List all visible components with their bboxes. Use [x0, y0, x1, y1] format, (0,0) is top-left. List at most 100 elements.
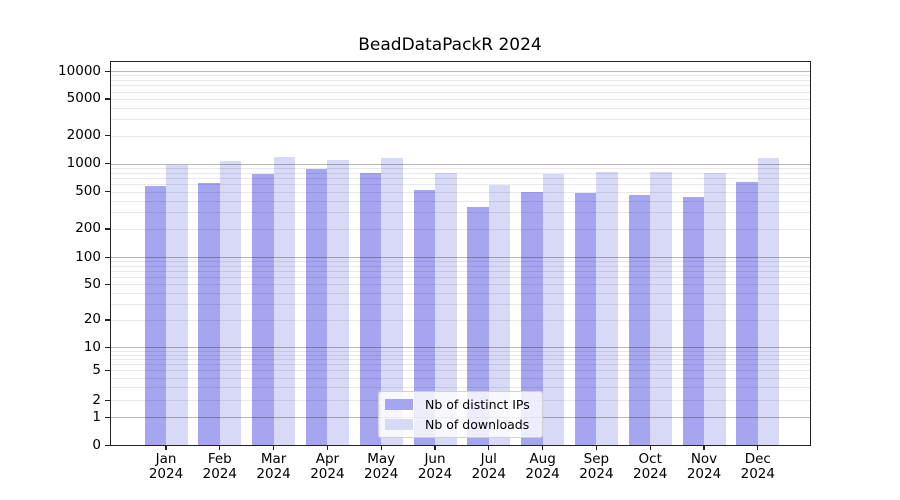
x-tick-oct [649, 445, 651, 450]
bar-downloads-nov [704, 173, 726, 445]
gridline-minor-200 [111, 228, 810, 230]
gridline-minor-400 [111, 200, 810, 202]
bar-downloads-jul [488, 184, 511, 445]
y-tick-5000 [105, 98, 110, 100]
gridline-minor-30 [111, 304, 810, 306]
y-tick-label-1: 1 [92, 408, 101, 425]
gridline-minor-7000 [111, 85, 810, 87]
x-tick-label-mar: Mar 2024 [256, 451, 291, 482]
gridline-major-10000 [111, 71, 810, 72]
x-tick-apr [326, 445, 328, 450]
x-tick-jun [434, 445, 436, 450]
legend: Nb of distinct IPs Nb of downloads [378, 391, 543, 438]
bar-downloads-sep [596, 172, 618, 445]
gridline-minor-70 [111, 270, 810, 272]
gridline-minor-3 [111, 387, 810, 389]
y-tick-label-100: 100 [75, 248, 101, 265]
y-tick-200 [105, 228, 110, 230]
plot-area [111, 62, 810, 445]
x-tick-jan [165, 445, 167, 450]
x-tick-sep [595, 445, 597, 450]
x-tick-label-apr: Apr 2024 [310, 451, 345, 482]
y-tick-label-500: 500 [75, 183, 101, 200]
gridline-minor-700 [111, 177, 810, 179]
y-tick-label-0: 0 [92, 436, 101, 453]
x-tick-dec [757, 445, 759, 450]
legend-item-distinct-ips: Nb of distinct IPs [385, 395, 534, 414]
gridline-minor-500 [111, 191, 810, 193]
gridline-minor-7 [111, 358, 810, 360]
bar-downloads-oct [650, 172, 672, 445]
gridline-minor-20 [111, 319, 810, 321]
x-tick-label-jan: Jan 2024 [148, 451, 184, 482]
y-tick-2000 [105, 135, 110, 137]
y-tick-10000 [105, 70, 110, 72]
gridline-minor-90 [111, 261, 810, 263]
gridline-minor-50 [111, 284, 810, 286]
x-tick-label-oct: Oct 2024 [633, 451, 668, 482]
bar-distinct-ips-apr [305, 169, 328, 445]
gridline-minor-6 [111, 364, 810, 366]
bar-distinct-ips-dec [736, 181, 758, 445]
legend-label-distinct-ips: Nb of distinct IPs [425, 397, 530, 412]
y-tick-label-10000: 10000 [58, 62, 101, 79]
x-tick-label-dec: Dec 2024 [740, 451, 775, 482]
bar-distinct-ips-jan [144, 186, 166, 445]
bar-distinct-ips-nov [682, 197, 704, 445]
gridline-minor-9000 [111, 75, 810, 77]
x-tick-aug [542, 445, 544, 450]
bar-distinct-ips-oct [628, 194, 651, 445]
gridline-minor-900 [111, 167, 810, 169]
x-tick-label-may: May 2024 [364, 451, 399, 482]
y-tick-10 [105, 346, 110, 348]
x-tick-mar [273, 445, 275, 450]
y-tick-1 [105, 416, 110, 418]
y-tick-label-5000: 5000 [66, 90, 101, 107]
legend-swatch-distinct-ips [385, 399, 413, 410]
bar-distinct-ips-mar [252, 173, 274, 445]
gridline-minor-60 [111, 276, 810, 278]
bar-downloads-apr [327, 159, 349, 445]
x-tick-label-jul: Jul 2024 [471, 451, 506, 482]
bar-distinct-ips-sep [574, 193, 597, 445]
x-tick-label-sep: Sep 2024 [579, 451, 614, 482]
gridline-minor-9 [111, 350, 810, 352]
gridline-minor-40 [111, 292, 810, 294]
y-tick-50 [105, 283, 110, 285]
bar-downloads-mar [273, 157, 296, 445]
x-tick-label-jun: Jun 2024 [417, 451, 453, 482]
y-tick-label-10: 10 [83, 338, 101, 355]
y-tick-label-5: 5 [92, 361, 101, 378]
y-tick-label-1000: 1000 [66, 155, 101, 171]
gridline-major-1000 [111, 163, 810, 165]
gridline-minor-3000 [111, 119, 810, 121]
y-tick-100 [105, 256, 110, 258]
legend-swatch-downloads [385, 419, 413, 430]
bar-distinct-ips-feb [198, 182, 220, 445]
bar-downloads-feb [219, 161, 242, 445]
bar-downloads-jan [166, 165, 188, 445]
gridline-minor-800 [111, 172, 810, 174]
gridline-minor-4 [111, 377, 810, 379]
gridline-minor-8 [111, 354, 810, 356]
bar-distinct-ips-jun [413, 190, 435, 445]
bar-distinct-ips-may [359, 173, 382, 445]
gridline-minor-4000 [111, 107, 810, 109]
gridline-major-100 [111, 257, 810, 258]
gridline-minor-300 [111, 212, 810, 214]
legend-label-downloads: Nb of downloads [425, 417, 530, 432]
gridline-minor-5000 [111, 98, 810, 100]
x-tick-jul [488, 445, 490, 450]
bar-distinct-ips-aug [521, 192, 543, 445]
y-tick-label-2000: 2000 [66, 127, 101, 144]
gridline-major-10 [111, 347, 810, 348]
y-tick-label-20: 20 [83, 311, 101, 328]
x-tick-feb [219, 445, 221, 450]
gridline-minor-80 [111, 265, 810, 267]
bar-downloads-jun [435, 172, 457, 445]
bar-distinct-ips-jul [467, 206, 489, 445]
bar-downloads-may [381, 158, 403, 445]
y-tick-500 [105, 191, 110, 193]
gridline-minor-5 [111, 370, 810, 372]
